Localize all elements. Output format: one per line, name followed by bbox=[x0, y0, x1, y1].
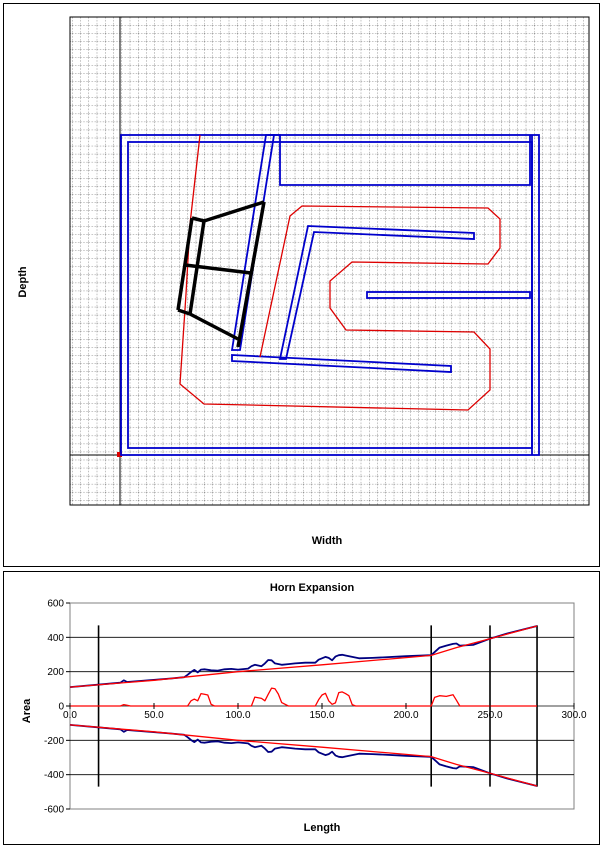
y-tick-label: 0 bbox=[58, 702, 64, 713]
layout-chart: Width Depth bbox=[17, 16, 590, 547]
layout-xlabel: Width bbox=[312, 535, 343, 547]
series-line-2 bbox=[70, 687, 537, 707]
x-tick-label: 50.0 bbox=[144, 710, 164, 721]
horn-xlabel: Length bbox=[304, 822, 341, 834]
x-tick-label: 200.0 bbox=[393, 710, 418, 721]
origin-marker bbox=[117, 452, 122, 457]
layout-panel: Width Depth bbox=[3, 3, 600, 567]
horn-ylabel: Area bbox=[21, 698, 33, 723]
y-tick-label: 600 bbox=[47, 599, 64, 610]
series-line-4 bbox=[69, 724, 538, 787]
driver-frame bbox=[176, 200, 266, 348]
horn-panel: Horn Expansion 600 400 200 0 -200 -400 -600 0.… bbox=[3, 571, 600, 845]
layout-ylabel: Depth bbox=[17, 266, 29, 297]
plot-grid bbox=[70, 17, 589, 505]
x-tick-label: 0.0 bbox=[63, 710, 77, 721]
series-line-3 bbox=[69, 724, 538, 787]
series-line-1 bbox=[69, 625, 538, 688]
enclosure-walls bbox=[120, 134, 540, 456]
chart-title: Horn Expansion bbox=[270, 582, 355, 594]
series-line-0 bbox=[69, 625, 538, 688]
y-tick-label: -200 bbox=[44, 736, 64, 747]
y-tick-label: -400 bbox=[44, 770, 64, 781]
x-tick-label: 100.0 bbox=[225, 710, 250, 721]
x-tick-label: 250.0 bbox=[477, 710, 502, 721]
x-tick-label: 300.0 bbox=[561, 710, 586, 721]
horn-path bbox=[179, 134, 501, 411]
y-tick-label: -600 bbox=[44, 805, 64, 816]
y-tick-label: 400 bbox=[47, 633, 64, 644]
x-tick-label: 150.0 bbox=[309, 710, 334, 721]
horn-expansion-chart: Horn Expansion 600 400 200 0 -200 -400 -600 0.… bbox=[21, 582, 587, 834]
y-tick-label: 200 bbox=[47, 667, 64, 678]
